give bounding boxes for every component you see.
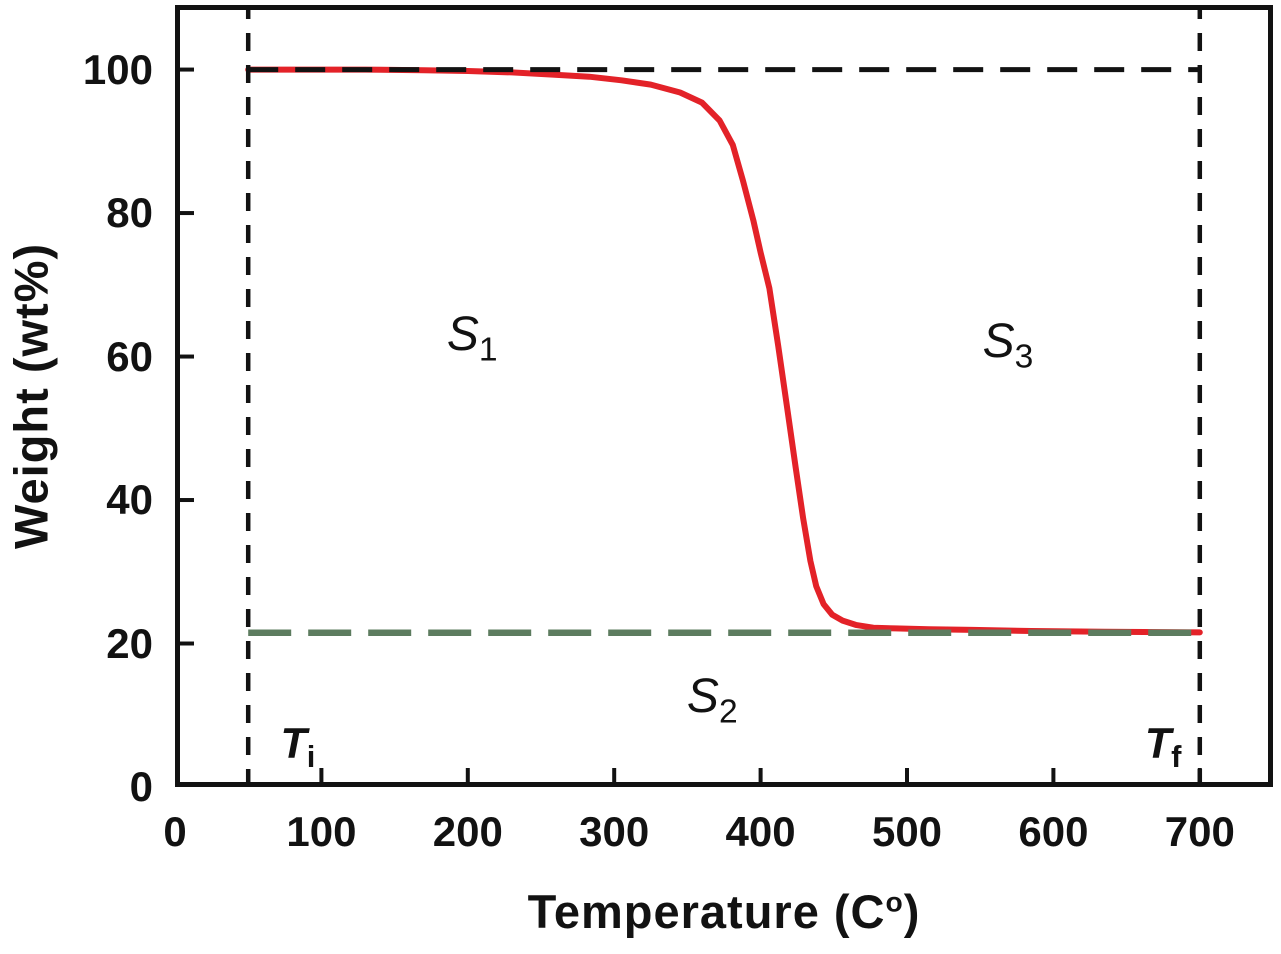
y-tick-label: 0 (129, 763, 153, 810)
x-tick-label: 100 (286, 808, 357, 855)
plot-border (175, 5, 1273, 787)
y-tick-label: 40 (106, 476, 153, 524)
region-label-s2-main: S (686, 670, 719, 724)
x-tick-label: 300 (579, 808, 650, 855)
x-tick-label: 700 (1164, 808, 1235, 855)
plot-canvas (175, 5, 1273, 787)
x-tick-label: 400 (725, 808, 796, 855)
final-temperature-label-main: T (1144, 719, 1172, 768)
region-label-s3: S3 (982, 315, 1034, 374)
x-axis-title-close: ) (903, 885, 921, 938)
initial-temperature-label-main: T (280, 719, 307, 768)
tga-curve (245, 66, 1203, 636)
initial-temperature-label-sub: i (306, 739, 316, 775)
y-tick-label: 20 (106, 619, 153, 667)
x-tick-label: 600 (1018, 808, 1089, 855)
region-label-s1-main: S (446, 308, 479, 362)
region-label-s3-sub: 3 (1014, 338, 1034, 376)
initial-temperature-label: Ti (280, 719, 316, 772)
degree-superscript: o (885, 885, 904, 918)
x-tick-label: 0 (163, 808, 187, 855)
region-label-s1: S1 (446, 308, 498, 367)
final-temperature-label: Tf (1144, 719, 1182, 772)
region-label-s2-sub: 2 (718, 693, 738, 731)
region-label-s2: S2 (686, 670, 738, 729)
region-label-s1-sub: 1 (478, 331, 498, 369)
y-tick-label: 100 (82, 45, 153, 93)
y-tick-label: 80 (106, 189, 153, 237)
y-axis-title: Weight (wt%) (4, 242, 58, 550)
x-tick-label: 500 (871, 808, 943, 855)
y-tick-label: 60 (106, 332, 153, 380)
plot-area (175, 5, 1273, 787)
final-temperature-label-sub: f (1171, 739, 1182, 775)
region-label-s3-main: S (982, 315, 1015, 369)
x-tick-label: 200 (432, 808, 503, 855)
x-axis-title: Temperature (Co) (175, 884, 1273, 948)
x-axis-title-text: Temperature (C (527, 885, 886, 938)
